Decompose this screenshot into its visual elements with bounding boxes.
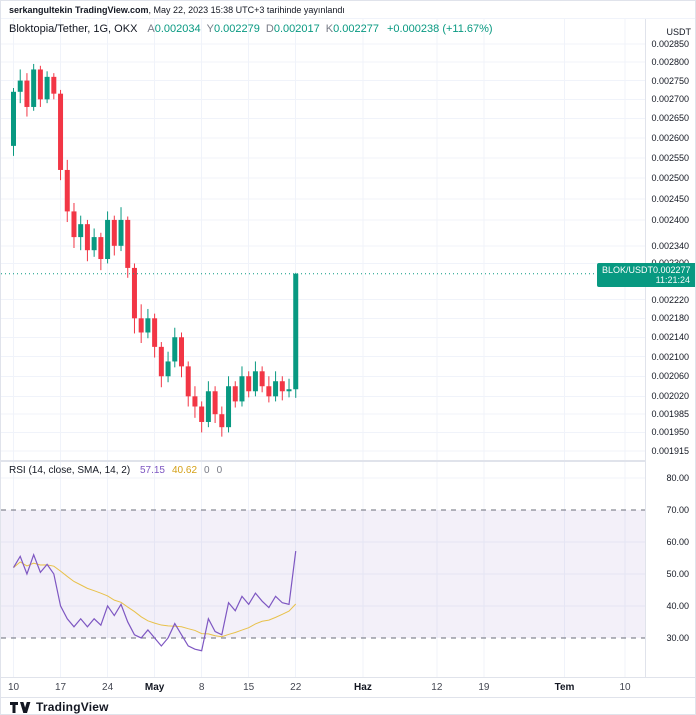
time-tick-label: 22 — [290, 682, 302, 693]
badge-price: 0.002277 — [653, 264, 691, 275]
tradingview-brand-text: TradingView — [36, 700, 109, 714]
time-tick-label: 10 — [619, 682, 631, 693]
time-tick-label: Tem — [554, 682, 575, 693]
ohlc-values: A0.002034 Y0.002279 D0.002017 K0.002277 — [141, 23, 379, 35]
time-tick-label: 17 — [54, 682, 67, 693]
rsi-legend[interactable]: RSI (14, close, SMA, 14, 2) 57.15 40.62 0 0 — [9, 465, 222, 476]
price-axis-currency: USDT — [666, 27, 692, 37]
rsi-chart[interactable] — [1, 461, 645, 677]
time-tick-label: 15 — [243, 682, 255, 693]
rsi-value: 40.62 — [171, 465, 198, 476]
rsi-value: 0 — [216, 465, 223, 476]
publisher-username: serkangultekin TradingView.com — [9, 5, 149, 15]
footer: TradingView — [1, 697, 695, 714]
time-tick-label: 12 — [431, 682, 443, 693]
tradingview-logo-icon — [10, 701, 31, 713]
publish-timestamp: , May 22, 2023 15:38 UTC+3 tarihinde yay… — [148, 5, 345, 15]
publish-status-bar: serkangultekin TradingView.com, May 22, … — [1, 1, 695, 19]
rsi-indicator-title[interactable]: RSI (14, close, SMA, 14, 2) — [9, 465, 131, 476]
ohlc-value: 0.002034 — [154, 23, 201, 35]
last-price-badge: BLOK/USDT 0.002277 11:21:24 — [597, 262, 695, 287]
time-tick-label: 24 — [102, 682, 114, 693]
time-tick-label: 8 — [198, 682, 205, 693]
rsi-indicator-values: 57.15 40.62 0 0 — [133, 465, 222, 476]
time-tick-label: 19 — [478, 682, 490, 693]
price-chart[interactable] — [1, 19, 645, 461]
symbol-legend[interactable]: Bloktopia/Tether, 1G, OKX A0.002034 Y0.00… — [9, 23, 493, 35]
ohlc-label: Y — [206, 23, 214, 35]
price-axis[interactable]: USDT — [645, 19, 695, 677]
price-change: +0.000238 (+11.67%) — [386, 23, 493, 35]
time-tick-label: 10 — [7, 682, 20, 693]
badge-countdown: 11:21:24 — [655, 274, 690, 285]
time-tick-label: Haz — [354, 682, 372, 693]
rsi-value: 0 — [204, 465, 210, 476]
ohlc-value: 0.002017 — [273, 23, 320, 35]
tradingview-logo[interactable]: TradingView — [9, 700, 109, 714]
ohlc-label: D — [265, 23, 274, 35]
time-axis[interactable]: 10 17 24 May 8 15 22 Haz 12 19 Tem 10 — [1, 677, 695, 697]
ohlc-label: K — [325, 23, 334, 35]
ohlc-label: A — [147, 23, 155, 35]
time-tick-label: May — [144, 682, 165, 693]
symbol-title[interactable]: Bloktopia/Tether, 1G, OKX — [9, 23, 138, 35]
pane-separator[interactable] — [1, 460, 695, 461]
rsi-value: 57.15 — [139, 465, 165, 476]
ohlc-value: 0.002279 — [213, 23, 260, 35]
ohlc-value: 0.002277 — [333, 23, 379, 35]
badge-symbol-label: BLOK/USDT — [602, 264, 654, 275]
